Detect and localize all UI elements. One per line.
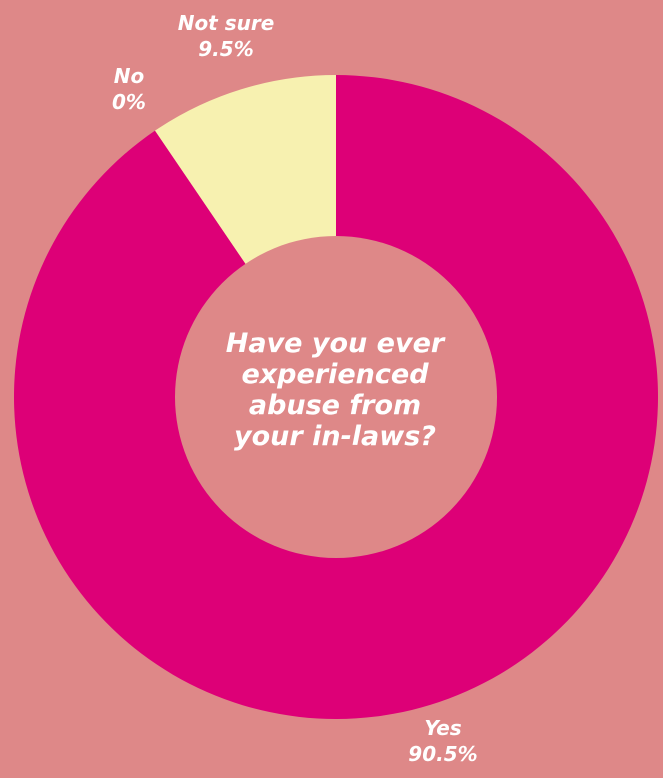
slice-label-not-sure: Not sure 9.5% — [170, 10, 282, 62]
title-line: abuse from — [248, 390, 422, 421]
slice-value: 90.5% — [408, 742, 478, 766]
title-line: experienced — [241, 359, 429, 390]
slice-label-yes: Yes 90.5% — [398, 715, 488, 767]
donut-hole — [175, 236, 497, 558]
slice-label-no: No 0% — [100, 63, 158, 115]
slice-name: No — [113, 64, 145, 88]
slice-name: Yes — [424, 716, 462, 740]
title-line: your in-laws? — [234, 421, 436, 452]
title-line: Have you ever — [225, 328, 445, 359]
slice-name: Not sure — [177, 11, 275, 35]
slice-value: 0% — [112, 90, 146, 114]
slice-value: 9.5% — [198, 37, 254, 61]
chart-title: Have you ever experienced abuse from you… — [205, 328, 465, 452]
